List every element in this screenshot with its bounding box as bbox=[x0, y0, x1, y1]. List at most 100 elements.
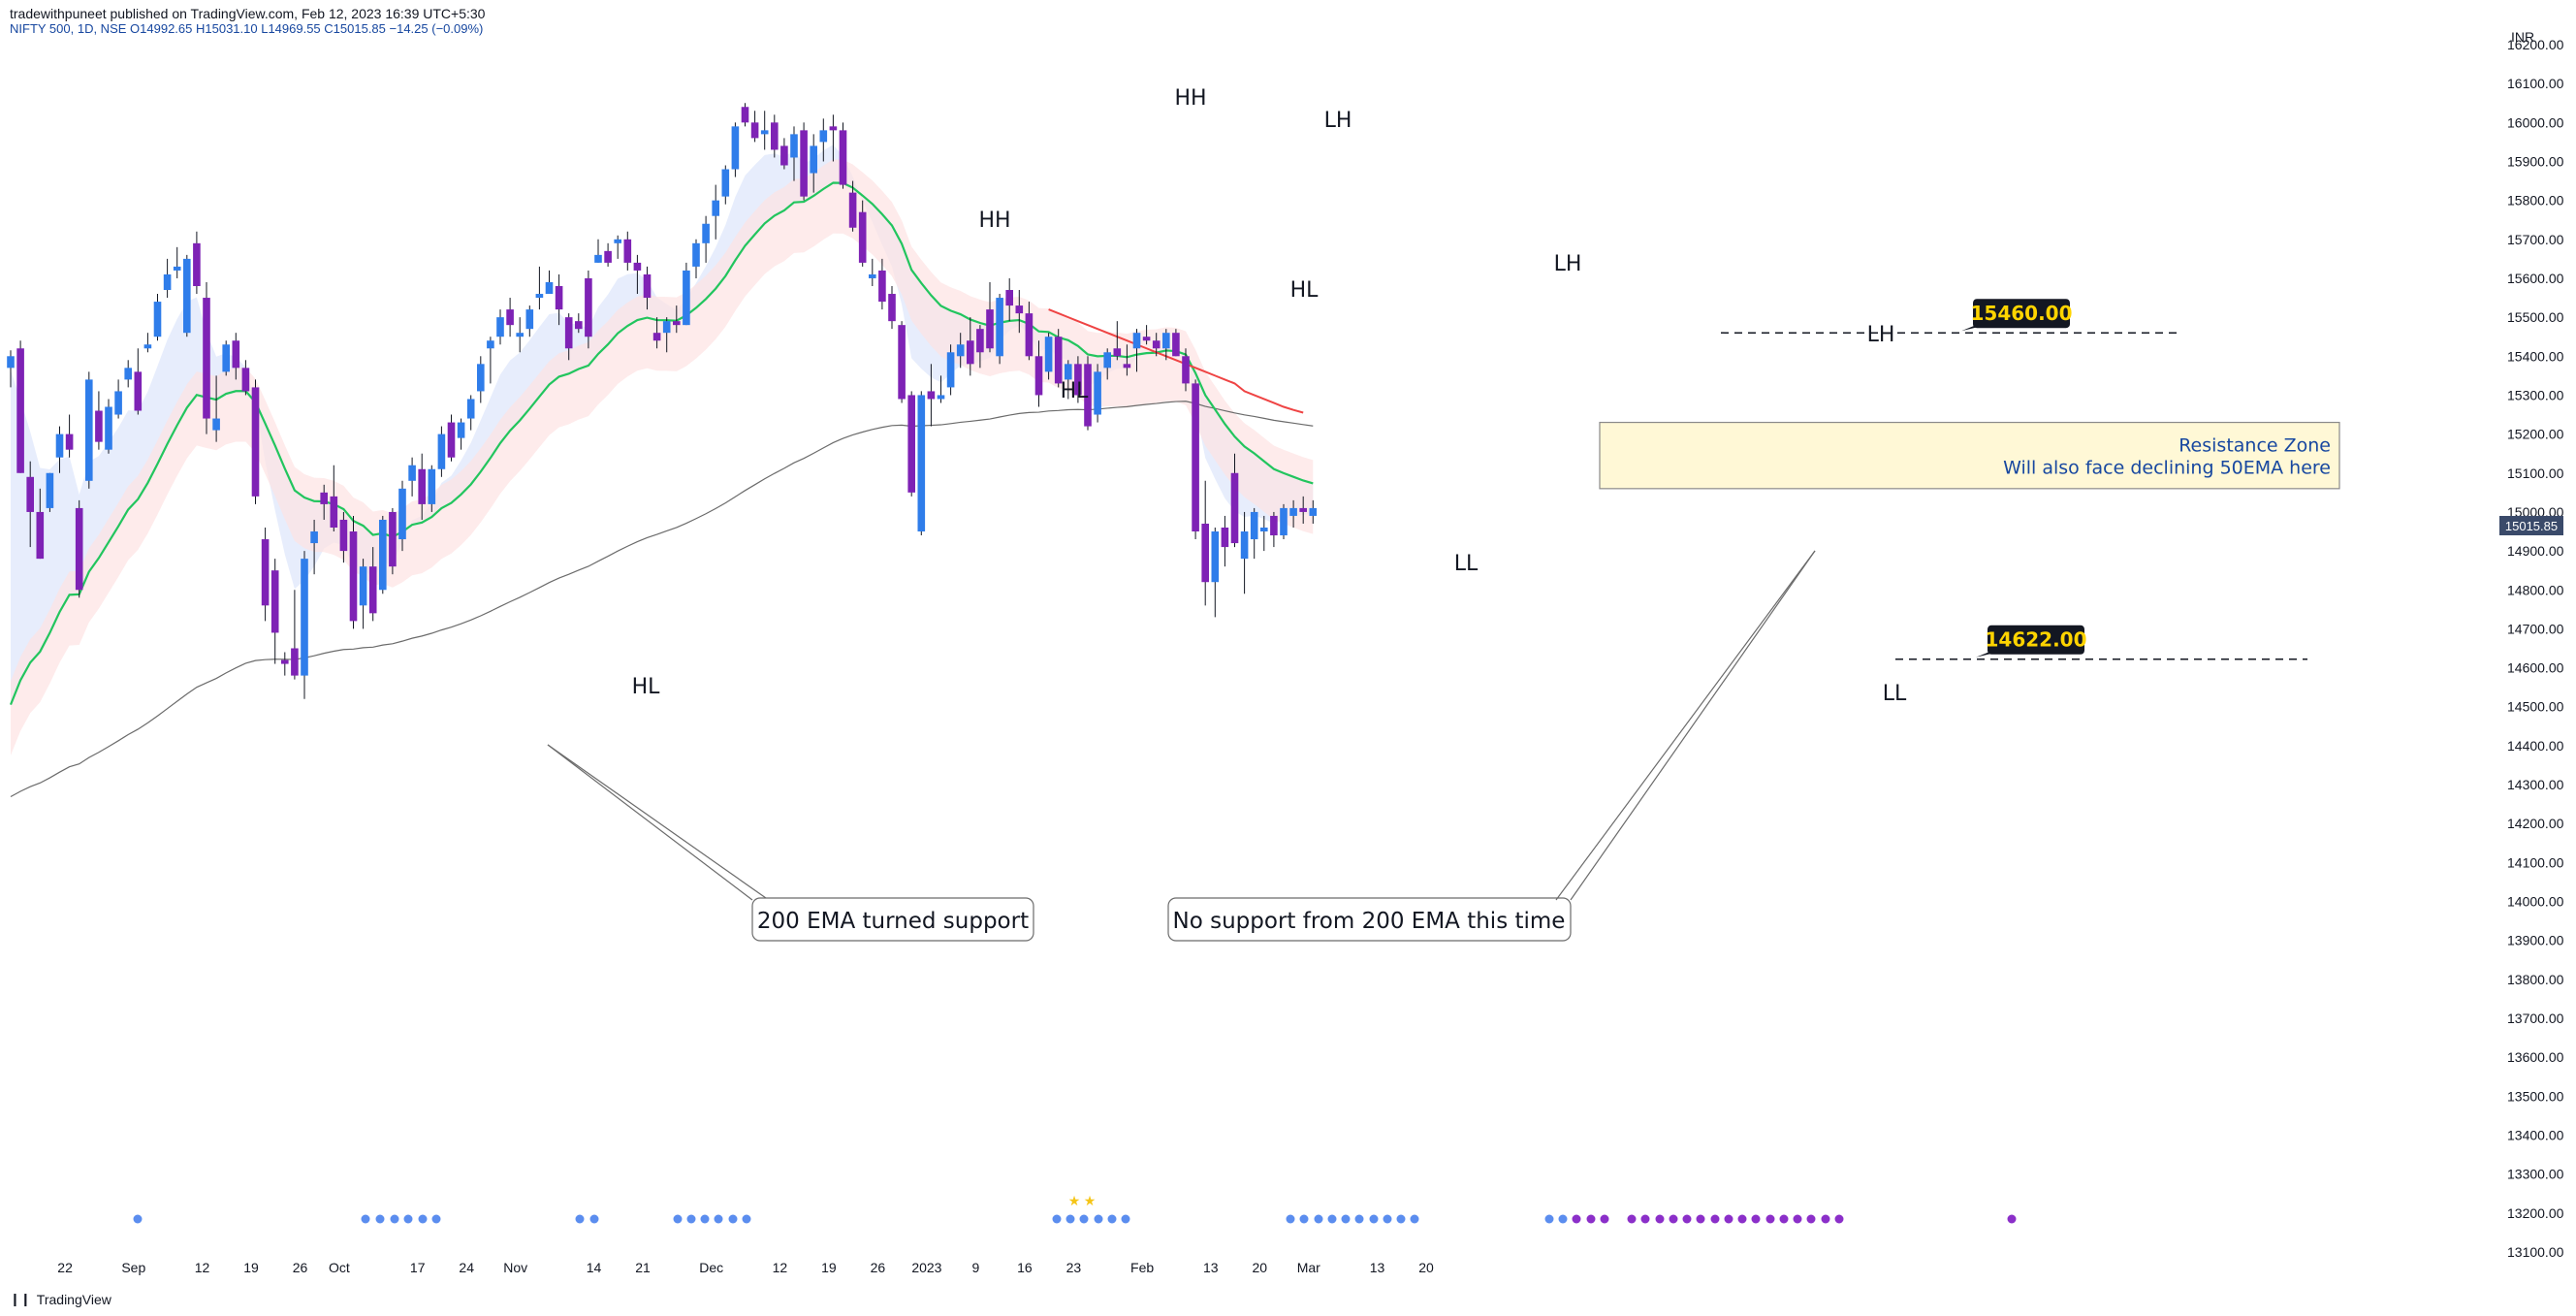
moving-averages bbox=[9, 181, 1314, 798]
x-tick-label: 13 bbox=[1370, 1260, 1385, 1275]
candle bbox=[1260, 515, 1268, 552]
signal-dot-purple bbox=[1627, 1214, 1637, 1224]
footer-brand: ❙❙ TradingView bbox=[10, 1292, 111, 1307]
x-tick-label: Oct bbox=[329, 1260, 350, 1275]
signal-dot-blue bbox=[403, 1214, 413, 1224]
brand-name[interactable]: TradingView bbox=[36, 1292, 111, 1307]
candle bbox=[398, 480, 406, 552]
y-tick-label: 13300.00 bbox=[2507, 1167, 2564, 1182]
signal-dot-blue bbox=[1286, 1214, 1295, 1224]
candle bbox=[75, 499, 83, 598]
candle bbox=[1289, 499, 1297, 528]
signal-dot-blue bbox=[133, 1214, 143, 1224]
x-tick-label: 19 bbox=[821, 1260, 837, 1275]
symbol-name[interactable]: NIFTY 500, 1D, NSE bbox=[10, 21, 127, 36]
candle bbox=[65, 414, 74, 458]
x-tick-label: Nov bbox=[503, 1260, 527, 1275]
y-tick-label: 16100.00 bbox=[2507, 76, 2564, 91]
candle bbox=[124, 360, 132, 388]
time-axis[interactable]: 22 Sep 12 19 26 Oct 17 24 Nov 14 21 Dec 12 19 26 2023 9 1… bbox=[57, 1260, 1434, 1275]
candle bbox=[575, 313, 583, 334]
signal-dot-purple bbox=[1821, 1214, 1830, 1224]
y-tick-label: 15500.00 bbox=[2507, 309, 2564, 325]
candle bbox=[1142, 325, 1151, 345]
y-tick-label: 15000.00 bbox=[2507, 504, 2564, 520]
signal-dot-blue bbox=[375, 1214, 385, 1224]
ema-200-line bbox=[10, 401, 1314, 798]
x-tick-label: Dec bbox=[699, 1260, 723, 1275]
signal-dot-blue bbox=[1396, 1214, 1406, 1224]
candle bbox=[457, 418, 465, 450]
swing-label: LL bbox=[1883, 682, 1907, 706]
x-tick-label: 20 bbox=[1253, 1260, 1268, 1275]
y-tick-label: 14000.00 bbox=[2507, 894, 2564, 910]
candle bbox=[389, 507, 397, 575]
candle bbox=[535, 266, 544, 310]
signal-dot-blue bbox=[1341, 1214, 1351, 1224]
signal-dot-blue bbox=[673, 1214, 683, 1224]
y-tick-label: 13700.00 bbox=[2507, 1011, 2564, 1026]
y-tick-label: 13100.00 bbox=[2507, 1244, 2564, 1260]
x-tick-label: 24 bbox=[459, 1260, 474, 1275]
resistance-zone-box bbox=[1599, 421, 2340, 490]
tradingview-logo-icon: ❙❙ bbox=[10, 1292, 31, 1306]
candle bbox=[1074, 356, 1082, 403]
signal-dot-purple bbox=[1779, 1214, 1789, 1224]
candle bbox=[976, 325, 984, 369]
x-tick-label: 13 bbox=[1203, 1260, 1219, 1275]
candle bbox=[26, 461, 34, 548]
candle bbox=[1054, 329, 1063, 388]
swing-label: LH bbox=[1324, 109, 1352, 133]
swing-label: HH bbox=[1174, 86, 1206, 111]
y-tick-label: 16200.00 bbox=[2507, 37, 2564, 52]
level-tag-low bbox=[1988, 625, 2084, 655]
signal-dot-purple bbox=[1737, 1214, 1747, 1224]
candle bbox=[466, 395, 475, 431]
candle bbox=[85, 371, 93, 489]
y-tick-label: 14200.00 bbox=[2507, 816, 2564, 831]
price-axis[interactable]: INR 16200.00 16100.00 16000.00 15900.00 1580… bbox=[2507, 29, 2564, 1260]
candle bbox=[721, 165, 730, 205]
candle bbox=[594, 239, 602, 263]
candle bbox=[143, 333, 152, 353]
candle bbox=[829, 114, 838, 162]
x-tick-label: 16 bbox=[1017, 1260, 1033, 1275]
candle bbox=[917, 391, 926, 536]
candle bbox=[339, 511, 348, 563]
candle bbox=[301, 551, 308, 699]
signal-dot-blue bbox=[1410, 1214, 1419, 1224]
swing-label: HH bbox=[978, 209, 1010, 233]
y-tick-label: 15100.00 bbox=[2507, 465, 2564, 481]
signal-dot-blue bbox=[1121, 1214, 1130, 1224]
y-tick-label: 15400.00 bbox=[2507, 348, 2564, 364]
last-price-tag: 15015.85 bbox=[2499, 516, 2563, 535]
x-tick-label: 23 bbox=[1066, 1260, 1082, 1275]
candle bbox=[379, 515, 387, 594]
candle bbox=[1192, 379, 1199, 540]
y-tick-label: 13400.00 bbox=[2507, 1128, 2564, 1143]
candle bbox=[623, 231, 632, 271]
swing-label: HL bbox=[632, 675, 661, 699]
swing-label: LH bbox=[1867, 323, 1895, 347]
y-tick-label: 13900.00 bbox=[2507, 933, 2564, 948]
candle bbox=[750, 111, 759, 143]
signal-dot-blue bbox=[1327, 1214, 1337, 1224]
candle bbox=[1309, 499, 1318, 524]
ema-ribbons bbox=[11, 144, 1314, 755]
signal-dot-purple bbox=[1724, 1214, 1733, 1224]
signal-dot-blue bbox=[1354, 1214, 1364, 1224]
last-price-box bbox=[2499, 516, 2563, 535]
candle bbox=[408, 457, 416, 497]
x-tick-label: 26 bbox=[871, 1260, 886, 1275]
candlesticks bbox=[7, 103, 1318, 699]
y-tick-label: 13500.00 bbox=[2507, 1088, 2564, 1104]
candle bbox=[858, 200, 867, 267]
candle bbox=[702, 215, 710, 263]
publisher-line: tradewithpuneet published on TradingView… bbox=[10, 6, 486, 21]
candle bbox=[114, 379, 122, 419]
signal-dot-purple bbox=[1586, 1214, 1596, 1224]
candle bbox=[270, 559, 279, 664]
candle bbox=[937, 375, 945, 403]
level-value-high: 15460.00 bbox=[1970, 302, 2072, 325]
